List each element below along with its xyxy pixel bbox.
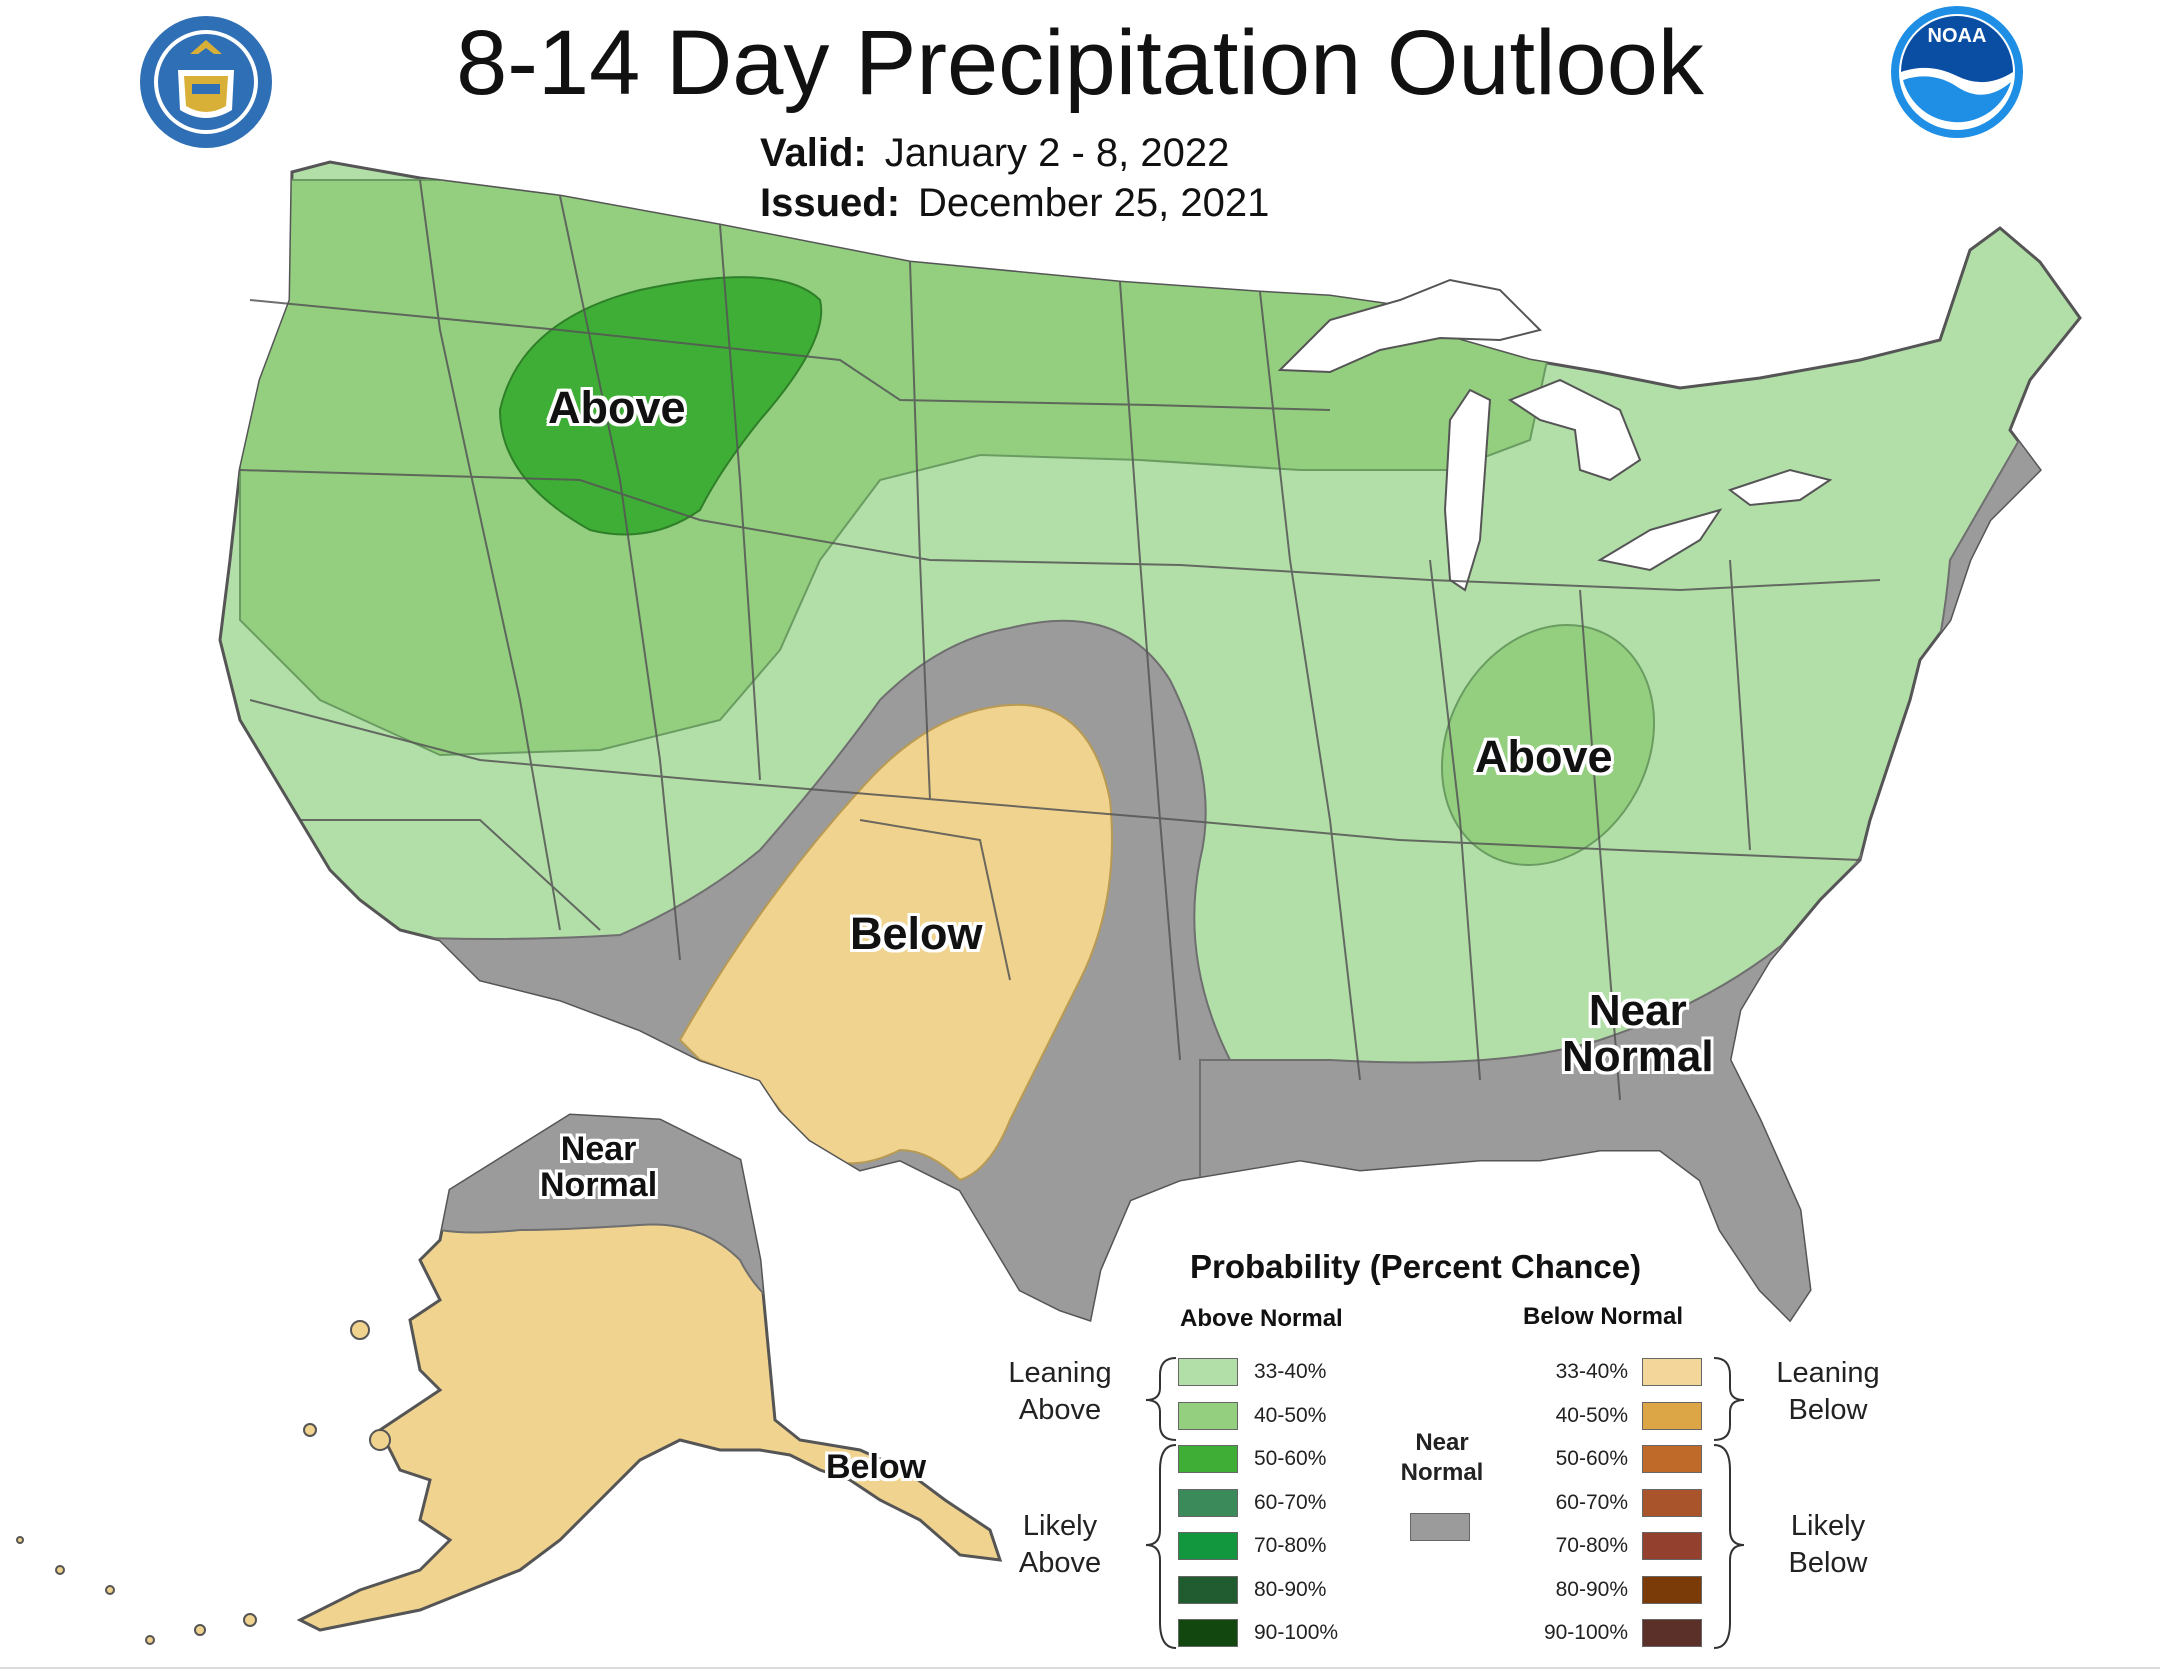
- legend-below-swatch: [1642, 1445, 1702, 1473]
- likely-above-line2: Above: [1018, 1547, 1102, 1579]
- label-near-normal-se-line1: Near: [1588, 986, 1687, 1035]
- alaska-islands: [16, 1320, 391, 1645]
- legend-above-swatch: [1178, 1575, 1238, 1604]
- legend-above-swatch: [1178, 1445, 1238, 1473]
- leaning-below-line1: Leaning: [1776, 1357, 1880, 1389]
- legend-below-header: Below Normal: [1523, 1303, 1684, 1330]
- legend-below-swatch: [1642, 1532, 1702, 1560]
- valid-label: Valid:: [760, 131, 867, 175]
- leaning-above-line1: Leaning: [1008, 1357, 1112, 1389]
- lake-michigan: [1443, 388, 1492, 592]
- legend-above-label: 90-100%: [1254, 1621, 1339, 1644]
- issued-row: Issued: December 25, 2021: [760, 178, 1269, 228]
- lake-superior: [1277, 278, 1542, 374]
- legend-title: Probability (Percent Chance): [1190, 1248, 1642, 1285]
- legend-below-item: 33-40%: [1520, 1357, 1702, 1387]
- region-above-50-60: [498, 276, 823, 536]
- legend-likely-above: Likely Above: [990, 1508, 1130, 1582]
- label-ak-below: Below: [826, 1448, 927, 1486]
- label-above-west: Above: [548, 382, 686, 433]
- noaa-logo-text: NOAA: [1928, 25, 1987, 47]
- likely-below-line1: Likely: [1790, 1510, 1866, 1542]
- great-lakes: [1277, 278, 1833, 592]
- near-normal-line1: Near: [1415, 1429, 1469, 1456]
- label-below-plains: Below: [850, 908, 983, 959]
- noaa-logo-icon: NOAA: [1891, 6, 2023, 138]
- legend-above-label: 50-60%: [1254, 1447, 1327, 1470]
- legend-above-item: 80-90%: [1178, 1575, 1326, 1605]
- legend-below-item: 60-70%: [1520, 1488, 1702, 1518]
- legend-above-swatch: [1178, 1358, 1238, 1386]
- legend-below-item: 40-50%: [1520, 1401, 1702, 1431]
- date-info: Valid: January 2 - 8, 2022 Issued: Decembe…: [760, 128, 1269, 228]
- legend-leaning-below: Leaning Below: [1758, 1355, 1898, 1429]
- legend-above-item: 90-100%: [1178, 1618, 1338, 1648]
- legend-near-normal-label: Near Normal: [1382, 1428, 1502, 1488]
- legend-above-swatch: [1178, 1619, 1238, 1647]
- legend-above-item: 40-50%: [1178, 1401, 1326, 1431]
- lake-huron: [1507, 378, 1642, 482]
- legend-below-label: 60-70%: [1555, 1490, 1628, 1514]
- legend-below-label: 80-90%: [1555, 1577, 1628, 1601]
- label-near-normal-se-line2: Normal: [1562, 1032, 1714, 1082]
- likely-below-line2: Below: [1788, 1547, 1868, 1579]
- likely-above-line1: Likely: [1022, 1510, 1098, 1542]
- legend-leaning-above: Leaning Above: [990, 1355, 1130, 1429]
- legend-above-swatch: [1178, 1401, 1238, 1430]
- legend-above-header: Above Normal: [1180, 1305, 1343, 1332]
- valid-value: January 2 - 8, 2022: [884, 131, 1230, 175]
- label-near-normal-southeast: Near Normal: [1562, 986, 1714, 1082]
- legend-above-label: 33-40%: [1254, 1360, 1327, 1383]
- commerce-seal-icon: [140, 16, 272, 148]
- legend-above-label: 40-50%: [1254, 1403, 1327, 1427]
- legend-below-label: 40-50%: [1555, 1403, 1628, 1427]
- label-ak-near-normal: Near Normal: [540, 1130, 658, 1204]
- state-borders: [239, 179, 1881, 1101]
- legend-below-label: 70-80%: [1555, 1534, 1628, 1557]
- leaning-above-line2: Above: [1018, 1394, 1102, 1426]
- legend-below-swatch: [1642, 1401, 1702, 1430]
- valid-row: Valid: January 2 - 8, 2022: [760, 128, 1269, 178]
- legend-likely-below: Likely Below: [1758, 1508, 1898, 1582]
- issued-value: December 25, 2021: [918, 181, 1270, 225]
- legend-above-swatch: [1178, 1532, 1238, 1560]
- leaning-below-line2: Below: [1788, 1394, 1868, 1426]
- region-above-40-50-east: [1440, 624, 1656, 866]
- legend-below-item: 50-60%: [1520, 1444, 1702, 1474]
- legend-above-item: 50-60%: [1178, 1444, 1326, 1474]
- near-normal-line2: Normal: [1400, 1459, 1484, 1486]
- legend-above-label: 60-70%: [1254, 1490, 1327, 1514]
- label-ak-near-line1: Near: [560, 1130, 637, 1168]
- legend-above-label: 70-80%: [1254, 1534, 1327, 1557]
- legend-below-item: 70-80%: [1520, 1531, 1702, 1561]
- label-ak-near-line2: Normal: [540, 1165, 658, 1204]
- legend-near-normal-swatch: [1410, 1513, 1470, 1541]
- legend-below-label: 33-40%: [1555, 1360, 1628, 1383]
- legend-above-label: 80-90%: [1254, 1577, 1327, 1601]
- legend-below-label: 50-60%: [1555, 1447, 1628, 1470]
- legend-above-swatch: [1178, 1488, 1238, 1517]
- label-above-east: Above: [1475, 731, 1613, 782]
- legend-above-item: 60-70%: [1178, 1488, 1326, 1518]
- legend-below-swatch: [1642, 1488, 1702, 1517]
- lake-ontario: [1727, 468, 1833, 507]
- bottom-divider: [0, 1667, 2160, 1669]
- issued-label: Issued:: [760, 181, 901, 225]
- legend-above-item: 33-40%: [1178, 1357, 1326, 1387]
- legend-above-item: 70-80%: [1178, 1531, 1326, 1561]
- map-title: 8-14 Day Precipitation Outlook: [456, 12, 1704, 114]
- lake-erie: [1597, 508, 1723, 572]
- legend-below-label: 90-100%: [1543, 1621, 1628, 1644]
- legend-below-swatch: [1642, 1358, 1702, 1386]
- alaska-base: [296, 1113, 1003, 1632]
- legend-below-item: 80-90%: [1520, 1575, 1702, 1605]
- legend-below-swatch: [1642, 1619, 1702, 1647]
- legend-below-swatch: [1642, 1575, 1702, 1604]
- legend-below-item: 90-100%: [1520, 1618, 1702, 1648]
